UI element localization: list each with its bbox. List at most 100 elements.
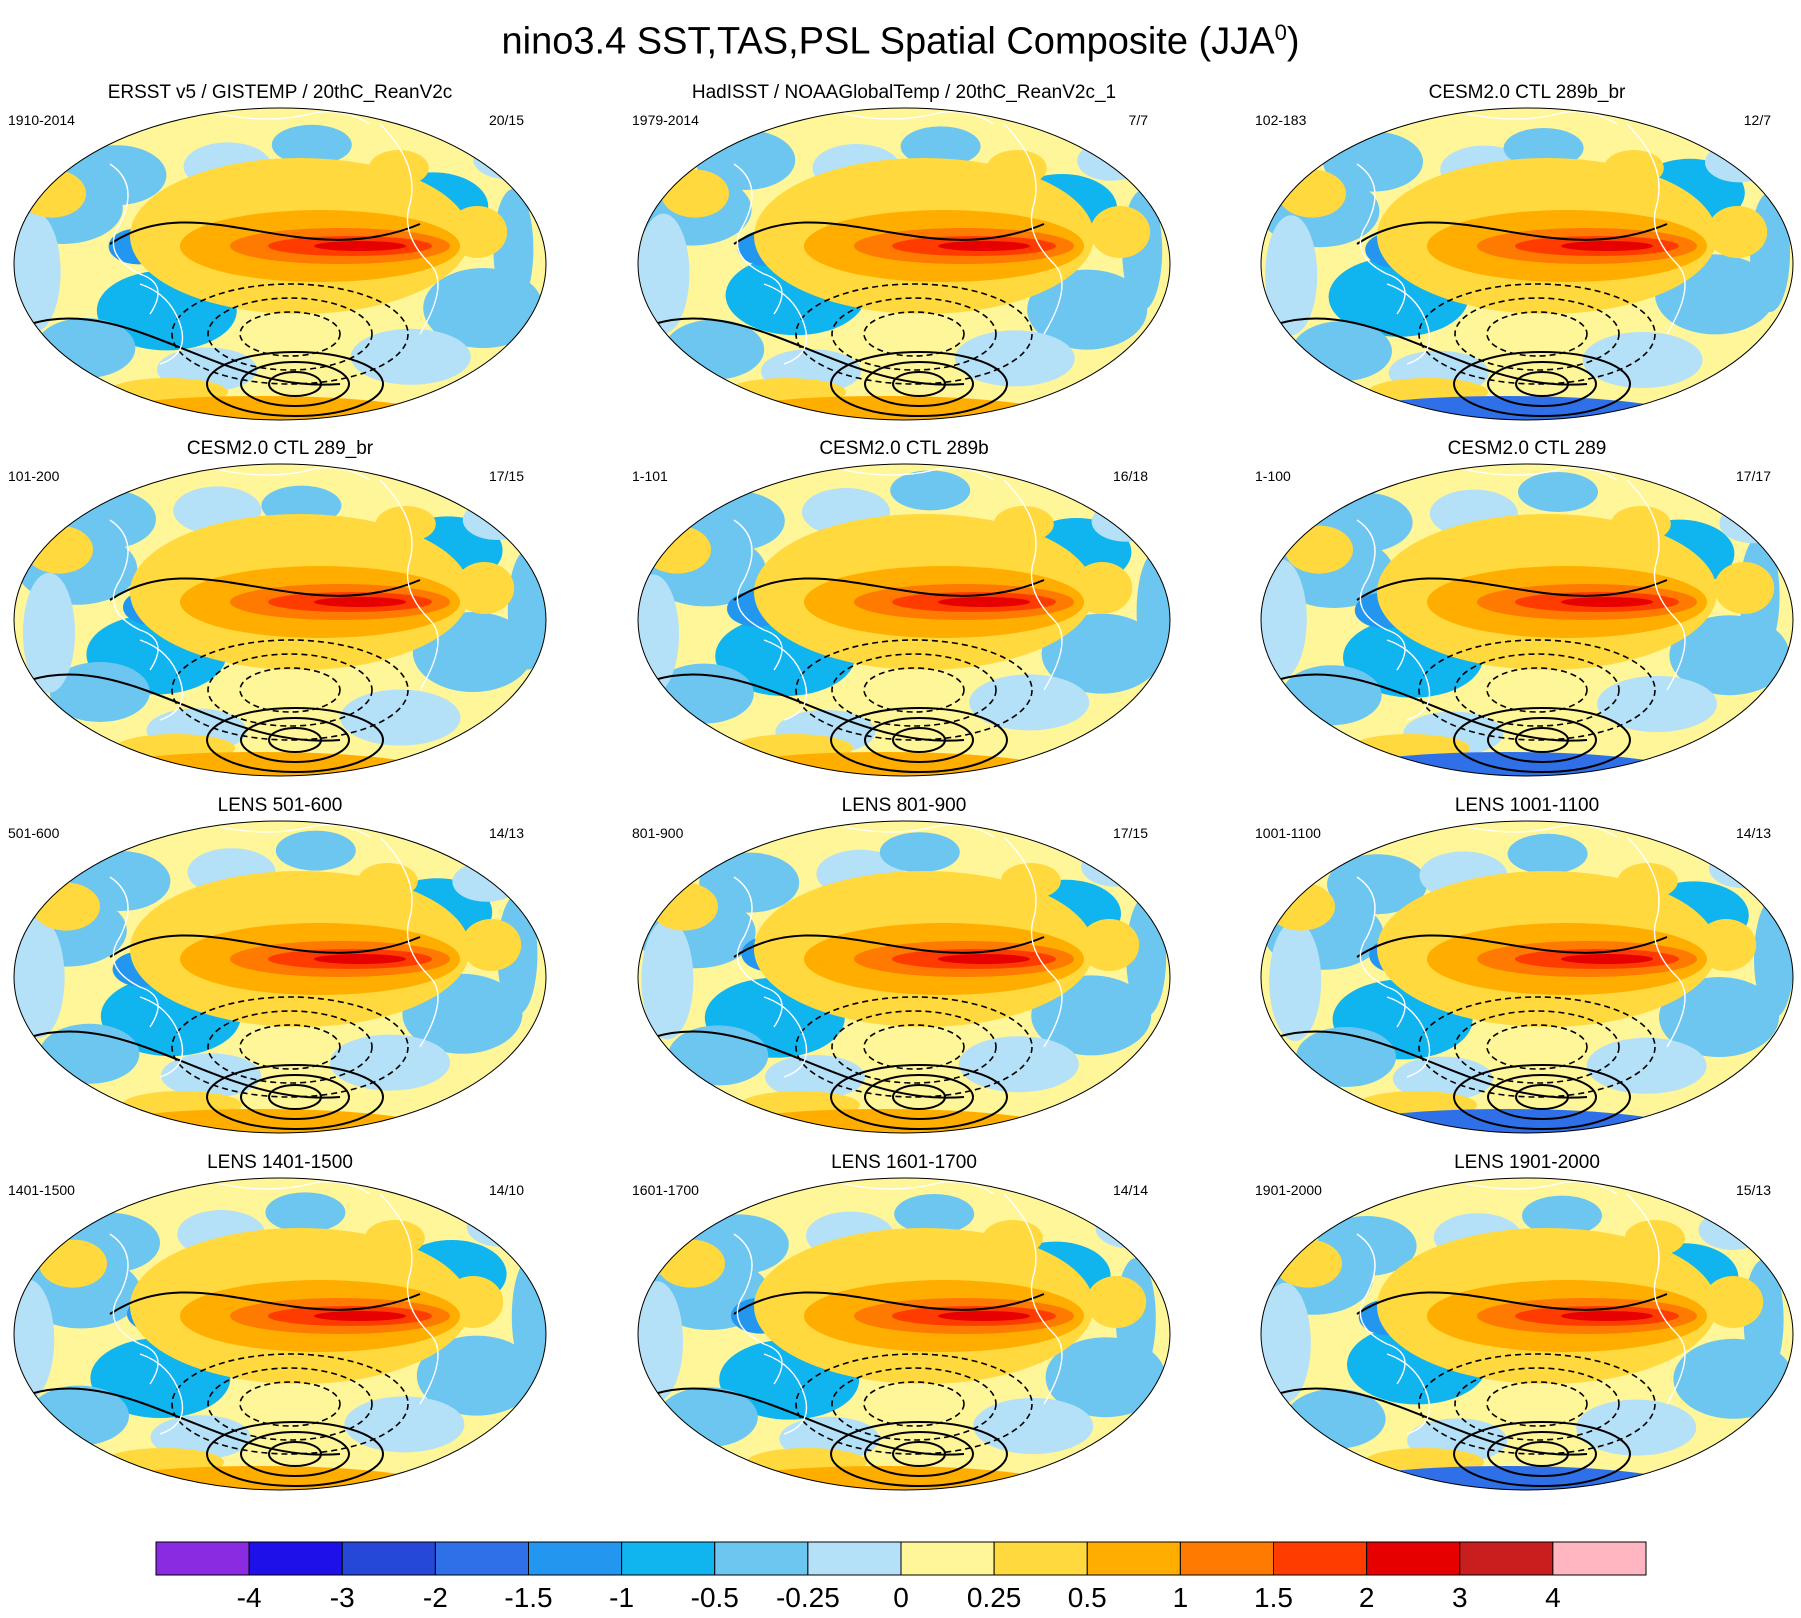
- cool-anomaly-region: [452, 861, 521, 902]
- psl-contour-positive: [830, 707, 1008, 773]
- colorbar-tick-label: 0.5: [1068, 1582, 1107, 1613]
- coastline: [1386, 283, 1431, 365]
- psl-contour-positive: [1276, 1030, 1588, 1099]
- psl-contour-negative: [1454, 1367, 1620, 1441]
- map-plot: [13, 820, 547, 1134]
- cool-anomaly-region: [507, 549, 546, 670]
- map-plot: [637, 820, 1171, 1134]
- psl-contour-positive: [240, 1074, 350, 1120]
- colorbar-tick-label: 2: [1359, 1582, 1375, 1613]
- map-border: [13, 107, 547, 421]
- psl-contour-negative: [1418, 283, 1656, 385]
- psl-contour-positive: [1453, 1064, 1631, 1130]
- warm-anomaly-region: [18, 169, 86, 218]
- psl-contour-positive: [1356, 934, 1668, 958]
- psl-contour-negative: [171, 283, 409, 385]
- psl-contour-positive: [1276, 1387, 1588, 1456]
- coastline: [1356, 163, 1406, 315]
- psl-contour-positive: [206, 1064, 384, 1130]
- cool-anomaly-region: [1503, 128, 1584, 168]
- coastline: [139, 639, 184, 721]
- coastline: [1386, 996, 1431, 1078]
- colorbar-tick-label: -4: [237, 1582, 262, 1613]
- psl-contour-negative: [863, 667, 965, 713]
- coastline: [1626, 836, 1686, 1048]
- psl-contour-positive: [206, 707, 384, 773]
- cool-anomaly-region: [23, 572, 75, 693]
- coastline: [763, 996, 808, 1078]
- map-plot: [1260, 1177, 1794, 1491]
- coastline: [1003, 836, 1063, 1048]
- map-border: [637, 107, 1171, 421]
- cool-anomaly-region: [1392, 1056, 1493, 1101]
- cool-anomaly-region: [1698, 1210, 1767, 1250]
- psl-contour-positive: [733, 577, 1045, 601]
- warm-anomaly-region: [1707, 206, 1768, 258]
- coastline: [733, 163, 783, 315]
- cool-anomaly-region: [699, 852, 800, 913]
- map-panel: LENS 1601-1700 1601-1700 14/14: [624, 1152, 1184, 1512]
- coastline: [109, 1233, 159, 1385]
- cool-anomaly-region: [340, 689, 461, 746]
- colorbar-bin: [993, 1541, 1088, 1576]
- colorbar-tick-label: 0.25: [967, 1582, 1022, 1613]
- panel-event-count: 17/15: [488, 468, 524, 484]
- psl-contour-positive: [733, 1291, 1045, 1315]
- cool-anomaly-region: [1041, 613, 1162, 694]
- panel-event-count: 14/14: [1112, 1182, 1148, 1198]
- cool-anomaly-region: [638, 213, 690, 334]
- cool-anomaly-region: [1522, 1195, 1602, 1236]
- warm-tongue-core: [314, 597, 406, 607]
- cool-anomaly-region: [1281, 665, 1382, 726]
- psl-contour-negative: [795, 283, 1033, 385]
- coastline: [109, 163, 159, 315]
- coastline: [843, 1180, 995, 1195]
- coastline: [1466, 823, 1618, 838]
- panel-title: LENS 1001-1100: [1454, 795, 1600, 816]
- colorbar-tick-label: -2: [423, 1582, 448, 1613]
- psl-contour-negative: [239, 1024, 341, 1070]
- psl-contour-negative: [171, 639, 409, 741]
- map-border: [1260, 463, 1794, 777]
- panel-years: 801-900: [632, 825, 684, 841]
- map-panel: LENS 1001-1100 1001-1100 14/13: [1247, 795, 1801, 1155]
- psl-contour-negative: [207, 653, 373, 727]
- psl-contour-negative: [207, 297, 373, 371]
- psl-contour-negative: [831, 1010, 997, 1084]
- warm-tongue-core: [314, 954, 406, 964]
- panel-title: CESM2.0 CTL 289b_br: [1428, 82, 1626, 103]
- coastline: [843, 110, 995, 125]
- psl-contour-positive: [733, 934, 1045, 958]
- coastline: [1386, 1353, 1431, 1435]
- cool-anomaly-region: [1576, 1399, 1697, 1456]
- warm-tongue-core: [1561, 597, 1653, 607]
- psl-contour-negative: [207, 1010, 373, 1084]
- psl-contour-positive: [1487, 1074, 1597, 1120]
- psl-contour-positive: [1356, 221, 1668, 245]
- psl-contour-positive: [1453, 351, 1631, 417]
- cool-anomaly-region: [958, 1036, 1079, 1093]
- panel-event-count: 16/18: [1112, 468, 1148, 484]
- warm-anomaly-region: [1090, 206, 1151, 258]
- psl-contour-negative: [1418, 996, 1656, 1098]
- psl-contour-positive: [653, 1030, 965, 1099]
- psl-contour-negative: [1486, 311, 1588, 357]
- cool-anomaly-region: [161, 1053, 261, 1098]
- psl-contour-negative: [1454, 297, 1620, 371]
- psl-contour-positive: [240, 361, 350, 407]
- psl-contour-negative: [171, 1353, 409, 1455]
- psl-contour-positive: [240, 717, 350, 763]
- warm-tongue-core: [938, 241, 1030, 251]
- panel-title: LENS 801-900: [841, 795, 967, 816]
- cool-anomaly-region: [271, 124, 352, 165]
- warm-tongue-core: [314, 241, 406, 251]
- coastline: [843, 823, 995, 838]
- panel-event-count: 20/15: [488, 112, 524, 128]
- panel-title: LENS 501-600: [217, 795, 343, 816]
- panel-event-count: 14/13: [488, 825, 524, 841]
- warm-tongue-core: [1561, 954, 1653, 964]
- coastline: [1356, 519, 1406, 671]
- psl-contour-positive: [29, 317, 341, 386]
- colorbar-bin: [900, 1541, 995, 1576]
- cool-anomaly-region: [1659, 977, 1779, 1057]
